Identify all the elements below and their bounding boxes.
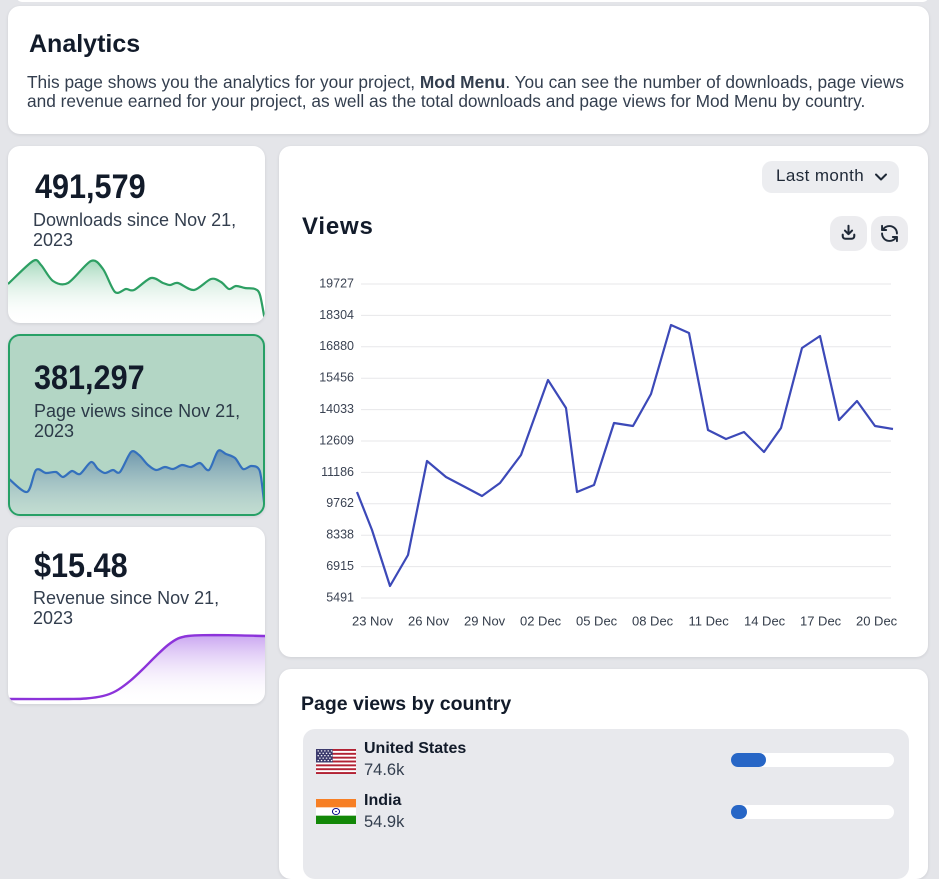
svg-text:26 Nov: 26 Nov [408,613,450,628]
svg-text:14 Dec: 14 Dec [744,613,786,628]
svg-text:05 Dec: 05 Dec [576,613,618,628]
svg-text:20 Dec: 20 Dec [856,613,898,628]
svg-text:14033: 14033 [319,402,354,416]
svg-text:12609: 12609 [319,433,354,447]
svg-text:6915: 6915 [326,559,354,573]
svg-text:18304: 18304 [319,308,354,322]
svg-text:8338: 8338 [326,528,354,542]
svg-text:02 Dec: 02 Dec [520,613,562,628]
svg-text:11 Dec: 11 Dec [688,613,729,628]
svg-text:5491: 5491 [326,590,354,604]
svg-text:9762: 9762 [326,496,354,510]
svg-text:08 Dec: 08 Dec [632,613,674,628]
svg-text:17 Dec: 17 Dec [800,613,842,628]
svg-text:29 Nov: 29 Nov [464,613,506,628]
svg-text:11186: 11186 [321,465,354,479]
svg-text:19727: 19727 [319,276,354,290]
svg-text:16880: 16880 [319,339,354,353]
svg-text:23 Nov: 23 Nov [352,613,394,628]
svg-text:15456: 15456 [319,371,354,385]
